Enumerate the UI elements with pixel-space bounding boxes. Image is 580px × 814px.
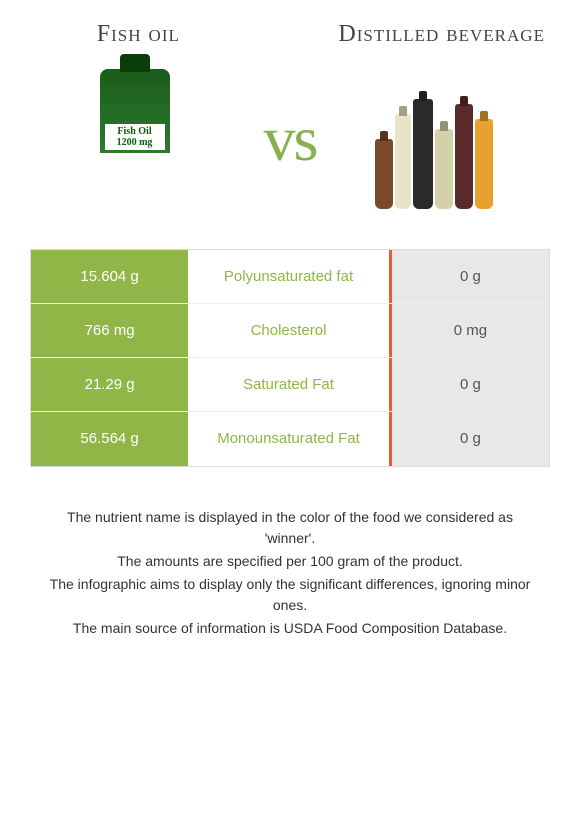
left-value: 21.29 g bbox=[31, 358, 188, 411]
table-row: 21.29 g Saturated Fat 0 g bbox=[31, 358, 549, 412]
table-row: 766 mg Cholesterol 0 mg bbox=[31, 304, 549, 358]
nutrient-label: Cholesterol bbox=[188, 304, 389, 357]
right-product-title: Distilled beverage bbox=[333, 20, 550, 49]
nutrient-label: Polyunsaturated fat bbox=[188, 250, 389, 303]
table-row: 15.604 g Polyunsaturated fat 0 g bbox=[31, 250, 549, 304]
left-value: 766 mg bbox=[31, 304, 188, 357]
images-row: Fish Oil 1200 mg vs bbox=[30, 59, 550, 219]
left-value: 56.564 g bbox=[31, 412, 188, 466]
nutrient-label: Monounsaturated Fat bbox=[188, 412, 389, 466]
footer-notes: The nutrient name is displayed in the co… bbox=[30, 507, 550, 639]
beverage-bottles-icon bbox=[365, 59, 525, 219]
nutrient-label: Saturated Fat bbox=[188, 358, 389, 411]
left-value: 15.604 g bbox=[31, 250, 188, 303]
vs-label: vs bbox=[264, 102, 317, 176]
right-value: 0 g bbox=[389, 412, 549, 466]
fish-oil-bottle-icon: Fish Oil 1200 mg bbox=[100, 69, 170, 209]
left-product-title: Fish oil bbox=[30, 21, 247, 48]
table-row: 56.564 g Monounsaturated Fat 0 g bbox=[31, 412, 549, 466]
left-product-image: Fish Oil 1200 mg bbox=[55, 59, 215, 219]
footer-line: The nutrient name is displayed in the co… bbox=[40, 507, 540, 549]
right-product-image bbox=[365, 59, 525, 219]
bottle-label: Fish Oil 1200 mg bbox=[105, 124, 165, 150]
right-value: 0 mg bbox=[389, 304, 549, 357]
footer-line: The amounts are specified per 100 gram o… bbox=[40, 551, 540, 572]
comparison-table: 15.604 g Polyunsaturated fat 0 g 766 mg … bbox=[30, 249, 550, 467]
right-value: 0 g bbox=[389, 358, 549, 411]
header-row: Fish oil Distilled beverage bbox=[30, 20, 550, 49]
infographic-container: Fish oil Distilled beverage Fish Oil 120… bbox=[0, 0, 580, 661]
footer-line: The infographic aims to display only the… bbox=[40, 574, 540, 616]
right-value: 0 g bbox=[389, 250, 549, 303]
footer-line: The main source of information is USDA F… bbox=[40, 618, 540, 639]
